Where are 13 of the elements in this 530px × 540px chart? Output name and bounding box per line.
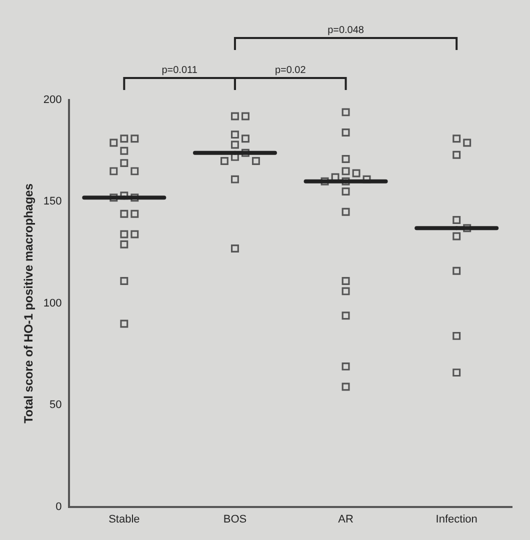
- x-tick-label: AR: [338, 513, 354, 526]
- x-tick-label: Infection: [436, 513, 478, 526]
- y-tick-label: 100: [43, 297, 62, 310]
- x-tick-label: Stable: [108, 513, 140, 526]
- y-tick-label: 0: [56, 500, 62, 513]
- x-tick-label: BOS: [223, 513, 247, 526]
- text: p=0.048: [328, 24, 364, 36]
- y-tick-label: 200: [43, 94, 62, 106]
- text: p=0.011: [162, 64, 198, 76]
- y-axis-title: Total score of HO-1 positive macrophages: [22, 183, 36, 424]
- y-tick-label: 50: [50, 399, 62, 412]
- y-tick-label: 150: [43, 196, 62, 208]
- text: p=0.02: [274, 64, 306, 76]
